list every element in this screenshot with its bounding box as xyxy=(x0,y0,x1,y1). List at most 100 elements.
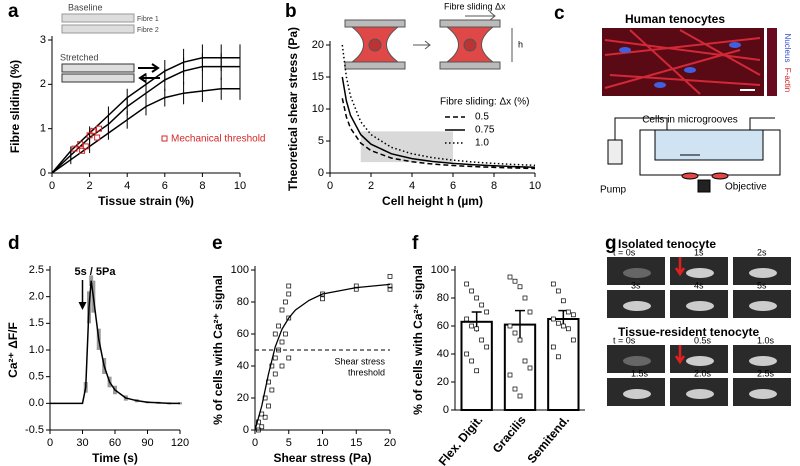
bar xyxy=(547,318,580,411)
point xyxy=(479,337,485,343)
x-tick-label: Gracilis xyxy=(490,413,529,456)
point xyxy=(464,316,470,322)
point xyxy=(517,337,523,343)
point xyxy=(276,323,281,329)
y-tick-label: 40 xyxy=(237,360,249,372)
annotation: 5s / 5Pa xyxy=(75,266,117,278)
x-tick-label: 8 xyxy=(199,180,205,192)
panel-label: f xyxy=(412,233,419,254)
x-axis-label: Tissue strain (%) xyxy=(98,194,194,208)
y-tick-label: 1.5 xyxy=(29,317,44,329)
x-tick-label: 4 xyxy=(409,180,415,192)
y-tick-label: 60 xyxy=(237,328,249,340)
point xyxy=(522,295,528,301)
x-tick-label: 0 xyxy=(47,437,53,449)
x-tick-label: 10 xyxy=(529,180,541,192)
cell xyxy=(686,301,714,311)
diagram-label: Cells in microgrooves xyxy=(642,115,738,126)
point xyxy=(272,331,278,337)
point xyxy=(484,344,490,350)
x-tick-label: 30 xyxy=(76,437,88,449)
point xyxy=(560,323,566,329)
y-tick-label: 1.0 xyxy=(29,344,44,356)
x-tick-label: 120 xyxy=(171,437,189,449)
y-tick-label: 60 xyxy=(437,320,449,332)
x-axis-label: Cell height h (µm) xyxy=(382,194,483,208)
point xyxy=(512,330,518,336)
frame-time: 1.5s xyxy=(631,368,649,378)
y-axis-label: % of cells with Ca²⁺ signal xyxy=(211,275,225,425)
inset-label: h xyxy=(518,39,523,49)
cell xyxy=(623,301,651,311)
y-tick-label: 5 xyxy=(318,135,324,147)
threshold-label: Shear stress xyxy=(334,356,385,366)
y-tick-label: 40 xyxy=(437,348,449,360)
cell xyxy=(749,301,777,311)
x-tick-label: 4 xyxy=(124,180,130,192)
cell xyxy=(623,356,651,366)
fibre xyxy=(61,73,135,83)
point xyxy=(570,312,576,318)
point xyxy=(286,355,292,361)
x-tick-label: 15 xyxy=(350,437,362,449)
cell xyxy=(749,356,777,366)
point xyxy=(550,316,556,322)
y-tick-label: 0.0 xyxy=(29,397,44,409)
point xyxy=(464,281,470,287)
point xyxy=(479,302,485,308)
x-tick-label: 90 xyxy=(141,437,153,449)
panel-label: b xyxy=(285,1,297,22)
cell xyxy=(623,389,651,399)
threshold-point xyxy=(71,145,78,152)
fibre xyxy=(61,13,135,23)
line xyxy=(50,280,180,405)
point xyxy=(550,344,556,350)
y-axis-label: Fibre sliding (%) xyxy=(8,60,22,153)
stim-arrow xyxy=(674,257,686,277)
diagram-label: Pump xyxy=(600,185,627,196)
stain-label: F-actin xyxy=(783,68,792,92)
frame-time: 3s xyxy=(631,280,641,290)
y-tick-label: 1 xyxy=(40,123,46,135)
x-tick-label: 0 xyxy=(49,180,55,192)
y-tick-label: 2 xyxy=(40,78,46,90)
point xyxy=(262,414,268,420)
frame-time: 2.5s xyxy=(757,368,775,378)
frame-time: 5s xyxy=(757,280,767,290)
arrow-head xyxy=(78,302,87,310)
legend-title: Fibre sliding: Δx (%) xyxy=(440,97,529,108)
point xyxy=(279,363,285,369)
point xyxy=(269,387,275,393)
point xyxy=(507,323,513,329)
frame-time: 2s xyxy=(757,247,767,257)
x-tick-label: Semitend. xyxy=(524,413,572,466)
inset-label: Fibre 1 xyxy=(137,16,159,23)
point xyxy=(565,326,571,332)
y-tick-label: 2.0 xyxy=(29,291,44,303)
legend-label: 0.75 xyxy=(475,125,495,136)
legend-label: 0.5 xyxy=(475,112,489,123)
stim-arrow xyxy=(674,345,686,365)
point xyxy=(320,296,325,302)
cell xyxy=(686,268,714,278)
point xyxy=(272,355,278,361)
frame-time: 0.5s xyxy=(694,335,712,345)
y-tick-label: 10 xyxy=(312,103,324,115)
panel-label: a xyxy=(8,1,19,22)
point xyxy=(527,365,533,371)
point xyxy=(286,283,292,289)
threshold-point xyxy=(94,134,101,141)
line xyxy=(341,76,536,168)
point xyxy=(474,326,480,332)
threshold-point xyxy=(77,141,84,148)
legend-label: Mechanical threshold xyxy=(171,134,266,145)
point xyxy=(484,309,490,315)
x-tick-label: Flex. Digit. xyxy=(436,413,486,466)
point xyxy=(469,323,475,329)
frame-time: 1s xyxy=(694,247,704,257)
x-tick-label: 6 xyxy=(162,180,168,192)
line xyxy=(51,88,240,174)
y-tick-label: 20 xyxy=(437,376,449,388)
cell xyxy=(749,268,777,278)
threshold-label: threshold xyxy=(348,367,385,377)
